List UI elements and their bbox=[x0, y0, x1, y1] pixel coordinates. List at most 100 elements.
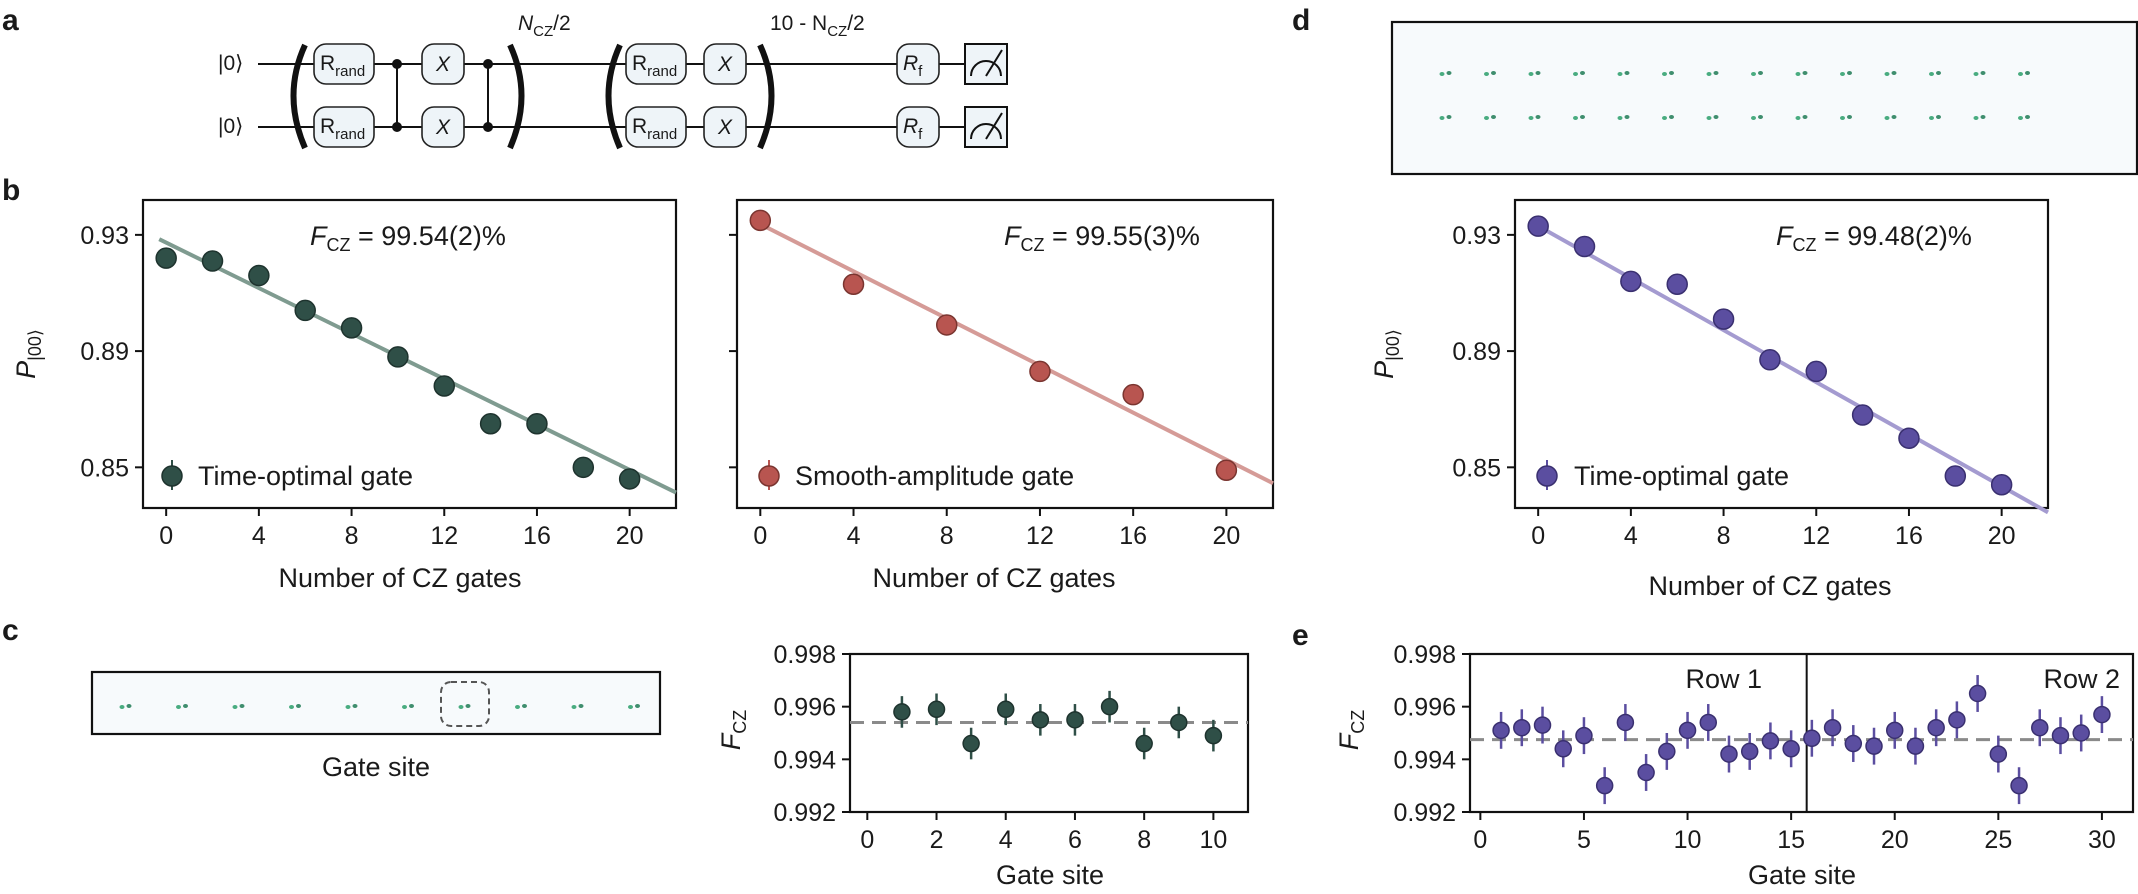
y-axis-label: FCZ bbox=[1334, 710, 1368, 751]
x-tick-label: 15 bbox=[1777, 826, 1805, 854]
x-tick-label: 16 bbox=[1119, 522, 1147, 550]
atom-spot bbox=[1802, 115, 1808, 119]
atom-spot bbox=[1706, 72, 1712, 76]
legend-marker bbox=[1536, 465, 1558, 487]
data-point bbox=[294, 299, 316, 322]
data-point bbox=[1678, 721, 1697, 740]
atom-spot bbox=[1446, 71, 1452, 75]
measurement-icon bbox=[964, 43, 1008, 85]
atom-spot bbox=[296, 704, 301, 708]
legend-label: Time-optimal gate bbox=[1574, 461, 1789, 491]
ncz-label: NCZ/2 bbox=[518, 12, 571, 40]
chart-e-gate-site: 0 5 10 15 20 25 30 0.992 0.994 0.996 0.998 Row 1 R… bbox=[1334, 641, 2135, 890]
x-tick-label: 16 bbox=[1895, 522, 1923, 550]
data-point bbox=[2010, 776, 2028, 795]
data-point bbox=[962, 734, 980, 753]
data-point bbox=[1968, 684, 1987, 703]
data-point bbox=[1135, 734, 1153, 753]
data-point bbox=[893, 703, 911, 721]
atom-spot bbox=[1484, 72, 1489, 76]
data-point bbox=[618, 468, 641, 490]
chart-b-time-optimal: 0 4 8 12 16 20 0.85 0.89 0.93 FCZ = 99.54(2)% Ti… bbox=[11, 198, 678, 593]
rrand-gate bbox=[625, 106, 687, 148]
x-tick-label: 4 bbox=[1624, 522, 1638, 550]
data-point bbox=[1533, 716, 1552, 734]
atom-spot bbox=[1484, 116, 1489, 120]
y-tick-label: 0.996 bbox=[773, 694, 836, 722]
y-tick-label: 0.998 bbox=[773, 641, 836, 669]
legend-label: Time-optimal gate bbox=[198, 461, 413, 491]
plot-frame bbox=[141, 198, 678, 510]
data-point bbox=[1029, 360, 1051, 383]
atom-spot bbox=[119, 705, 125, 709]
data-point bbox=[1699, 713, 1718, 732]
data-point bbox=[1805, 360, 1828, 383]
atom-spot bbox=[1624, 71, 1630, 75]
y-tick-label: 0.93 bbox=[1452, 222, 1501, 250]
chart-c-gate-site: 0 2 4 6 8 10 0.992 0.994 0.996 0.998 Gate site FC… bbox=[716, 641, 1250, 890]
cz-dot bbox=[483, 59, 493, 69]
data-point bbox=[1865, 737, 1883, 755]
x-tick-label: 20 bbox=[616, 522, 644, 550]
rf-gate bbox=[896, 43, 940, 85]
data-point bbox=[1100, 697, 1119, 716]
x-tick-label: 10 bbox=[1199, 826, 1227, 854]
y-tick-label: 0.89 bbox=[80, 338, 129, 366]
atom-spot bbox=[1706, 116, 1712, 120]
paren-left-1 bbox=[290, 43, 308, 150]
atom-spot bbox=[1535, 115, 1541, 119]
atom-spot bbox=[1662, 72, 1667, 76]
data-point bbox=[1554, 740, 1572, 758]
x-tick-label: 20 bbox=[1988, 522, 2016, 550]
x-tick-label: 0 bbox=[860, 826, 874, 854]
x-tick-label: 2 bbox=[930, 826, 944, 854]
data-point bbox=[1616, 713, 1635, 732]
data-point bbox=[2051, 726, 2070, 745]
legend-label: Smooth-amplitude gate bbox=[795, 461, 1074, 491]
data-point bbox=[1898, 427, 1920, 450]
atom-spot bbox=[239, 704, 245, 708]
data-point bbox=[1595, 776, 1614, 795]
fidelity-annotation: FCZ = 99.54(2)% bbox=[310, 221, 506, 255]
atom-spot bbox=[345, 705, 351, 709]
fidelity-annotation: FCZ = 99.55(3)% bbox=[1004, 221, 1200, 255]
plot-frame bbox=[1468, 652, 2135, 814]
x-tick-label: 4 bbox=[252, 522, 266, 550]
x-tick-label: 8 bbox=[1137, 826, 1151, 854]
rf-label: Rf bbox=[903, 115, 923, 143]
y-tick-label: 0.994 bbox=[1393, 746, 1456, 774]
atom-spot bbox=[635, 704, 640, 708]
legend-marker bbox=[758, 465, 780, 487]
x-axis-label: Gate site bbox=[1748, 860, 1856, 890]
data-point bbox=[248, 264, 270, 287]
atom-spot bbox=[1936, 71, 1941, 75]
data-point bbox=[1885, 721, 1904, 740]
atom-spot bbox=[1713, 115, 1719, 119]
atom-spot bbox=[1573, 72, 1578, 76]
data-point bbox=[2093, 705, 2111, 724]
data-point bbox=[387, 346, 409, 368]
panel-letter-d: d bbox=[1292, 4, 1310, 37]
atom-spot bbox=[1669, 71, 1674, 75]
x-tick-label: 12 bbox=[430, 522, 458, 550]
data-point bbox=[1527, 215, 1549, 237]
x-axis-label: Number of CZ gates bbox=[1648, 571, 1891, 601]
data-point bbox=[927, 700, 946, 719]
atom-spot bbox=[1580, 71, 1585, 75]
x-label: X bbox=[435, 116, 451, 139]
paren-right-2 bbox=[757, 43, 775, 150]
atom-spot bbox=[176, 705, 181, 709]
data-point bbox=[1844, 734, 1863, 753]
chart-d-time-optimal: 0 4 8 12 16 20 0.85 0.89 0.93 FCZ = 99.48(2)% Ti… bbox=[1369, 198, 2050, 601]
data-point bbox=[1215, 459, 1238, 481]
y-tick-label: 0.85 bbox=[80, 454, 129, 482]
atom-spot bbox=[1980, 71, 1986, 75]
paren-right-1 bbox=[507, 43, 525, 150]
rrand-label: Rrand bbox=[632, 52, 677, 80]
y-tick-label: 0.93 bbox=[80, 222, 129, 250]
atom-spot bbox=[1884, 72, 1890, 76]
rrand-label: Rrand bbox=[632, 115, 677, 143]
atom-spot bbox=[1491, 71, 1496, 75]
atom-spot bbox=[1936, 115, 1941, 119]
rrand-gate bbox=[313, 43, 375, 85]
